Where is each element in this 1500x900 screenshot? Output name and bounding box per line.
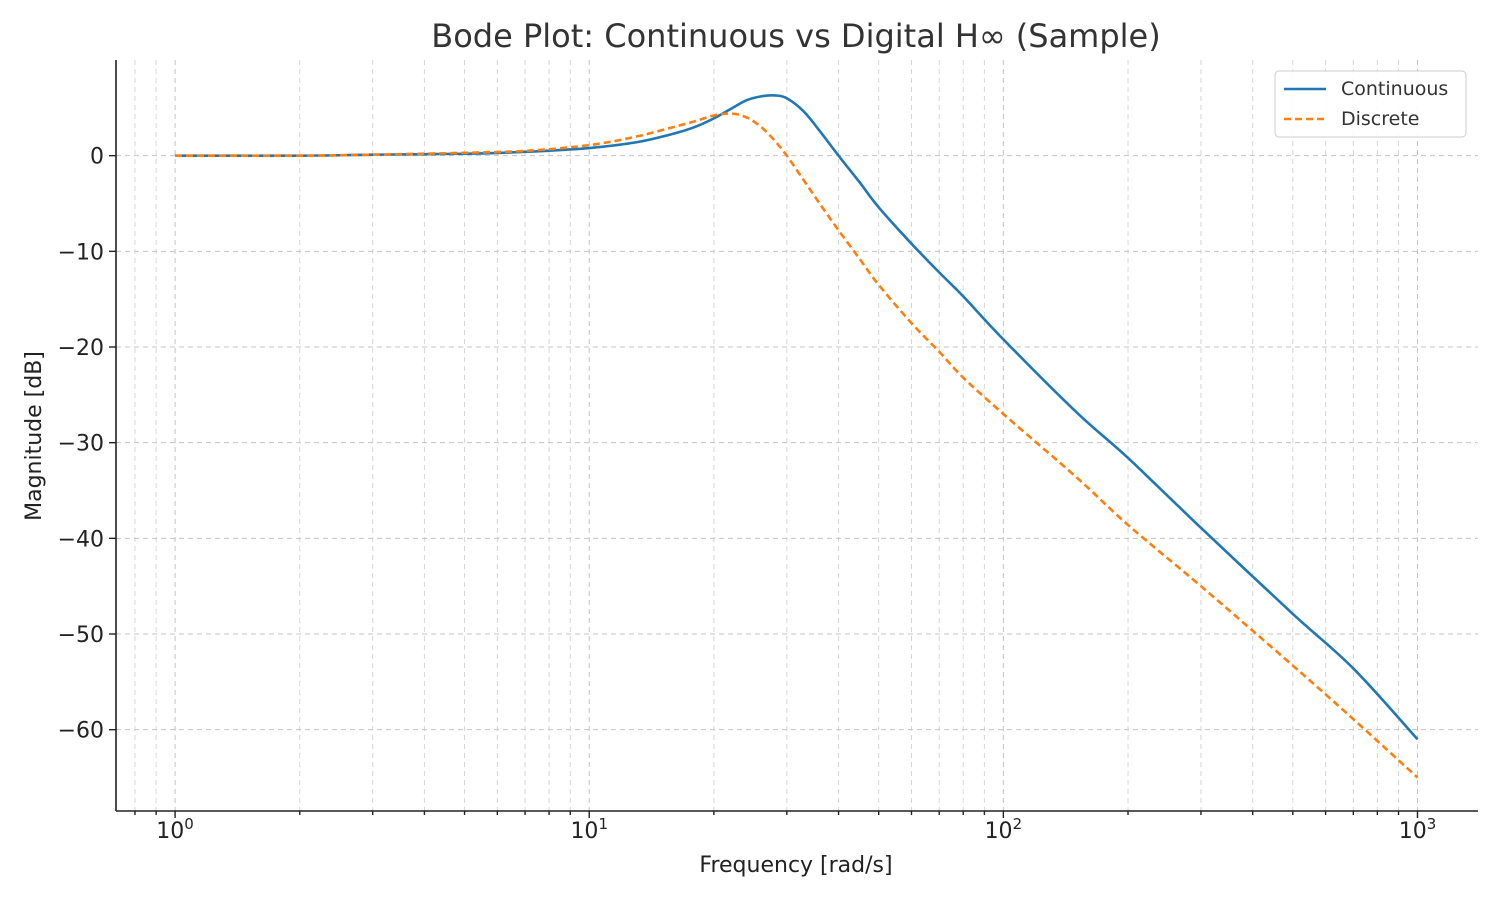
series-line-continuous [175, 94, 1419, 741]
y-tick-label: −60 [58, 719, 104, 744]
x-tick-label: 101 [570, 815, 608, 844]
legend-label-discrete: Discrete [1341, 108, 1419, 130]
y-tick-label: −20 [58, 336, 104, 361]
series-line-discrete [175, 112, 1419, 779]
axis-ticks: 100 101 102 103 0 −10 −20 −30 −40 −50 −60 [58, 145, 1437, 844]
series-lines [175, 94, 1419, 779]
grid [116, 60, 1478, 811]
legend-box [1274, 70, 1467, 138]
y-tick-label: −10 [58, 240, 104, 265]
y-tick-label: 0 [90, 145, 104, 170]
legend: Continuous Discrete [1274, 70, 1467, 138]
x-tick-label: 103 [1399, 815, 1437, 844]
x-tick-label: 102 [985, 815, 1023, 844]
y-tick-label: −50 [58, 623, 104, 648]
legend-label-continuous: Continuous [1341, 78, 1448, 100]
y-axis-label: Magnitude [dB] [22, 351, 47, 521]
y-tick-label: −40 [58, 527, 104, 552]
y-tick-label: −30 [58, 432, 104, 457]
chart-title: Bode Plot: Continuous vs Digital H∞ (Sam… [431, 17, 1160, 55]
x-tick-label: 100 [156, 815, 194, 844]
x-axis-label: Frequency [rad/s] [699, 853, 892, 878]
